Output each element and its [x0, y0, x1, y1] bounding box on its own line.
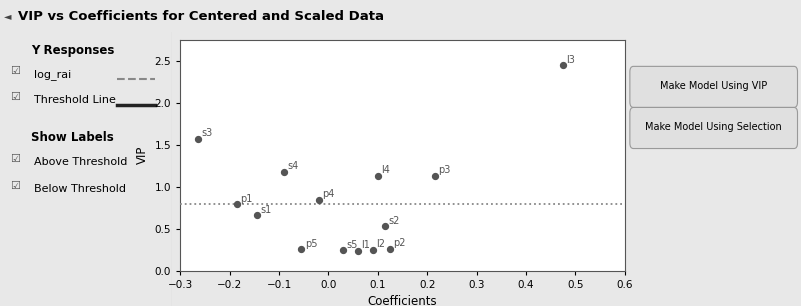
Point — [295, 247, 308, 252]
Text: p2: p2 — [393, 238, 406, 248]
Text: Threshold Line: Threshold Line — [34, 95, 116, 105]
Point — [251, 213, 264, 218]
Point — [277, 169, 290, 174]
Text: Y Responses: Y Responses — [31, 44, 115, 58]
Point — [372, 174, 384, 178]
Point — [191, 136, 204, 141]
Text: ◄: ◄ — [4, 11, 11, 21]
Text: p5: p5 — [304, 239, 317, 248]
Text: VIP vs Coefficients for Centered and Scaled Data: VIP vs Coefficients for Centered and Sca… — [18, 9, 384, 23]
Text: s4: s4 — [288, 161, 299, 171]
Point — [557, 62, 570, 67]
Point — [352, 248, 364, 253]
Text: log_rai: log_rai — [34, 69, 72, 80]
Text: l3: l3 — [566, 54, 575, 65]
FancyBboxPatch shape — [630, 107, 798, 148]
Point — [367, 247, 380, 252]
Text: p1: p1 — [240, 194, 253, 203]
Text: ☑: ☑ — [10, 92, 20, 103]
Text: Make Model Using VIP: Make Model Using VIP — [660, 81, 767, 91]
Text: ☑: ☑ — [10, 154, 20, 164]
Text: s1: s1 — [260, 205, 272, 215]
FancyBboxPatch shape — [630, 66, 798, 107]
Text: Make Model Using Selection: Make Model Using Selection — [646, 122, 782, 132]
Y-axis label: VIP: VIP — [136, 146, 149, 165]
Text: l4: l4 — [381, 166, 390, 175]
Text: s5: s5 — [347, 240, 358, 250]
X-axis label: Coefficients: Coefficients — [368, 295, 437, 306]
Point — [312, 197, 325, 202]
Text: p4: p4 — [322, 189, 334, 200]
Text: Show Labels: Show Labels — [31, 131, 114, 144]
Point — [384, 246, 396, 251]
Point — [231, 202, 244, 207]
Text: Above Threshold: Above Threshold — [34, 157, 128, 167]
Point — [429, 174, 441, 178]
Point — [379, 224, 392, 229]
Point — [336, 248, 349, 253]
Text: l2: l2 — [376, 239, 385, 249]
Text: ☑: ☑ — [10, 66, 20, 76]
Text: ☑: ☑ — [10, 181, 20, 191]
Text: l1: l1 — [361, 240, 370, 250]
Text: s2: s2 — [388, 216, 400, 226]
Text: p3: p3 — [438, 166, 450, 175]
Text: Below Threshold: Below Threshold — [34, 184, 127, 194]
Text: s3: s3 — [201, 129, 212, 139]
